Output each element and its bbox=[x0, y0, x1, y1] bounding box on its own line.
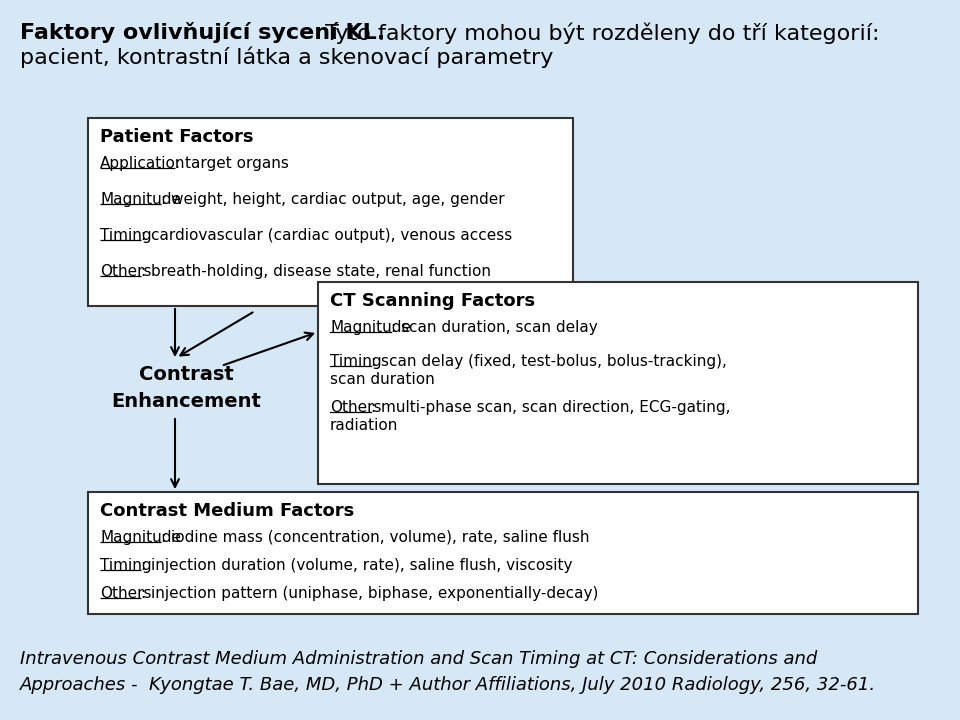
Text: Faktory ovlivňující sycení KL.: Faktory ovlivňující sycení KL. bbox=[20, 22, 385, 43]
Text: : iodine mass (concentration, volume), rate, saline flush: : iodine mass (concentration, volume), r… bbox=[161, 530, 589, 545]
Text: Timing: Timing bbox=[100, 228, 152, 243]
Text: Contrast Medium Factors: Contrast Medium Factors bbox=[100, 502, 354, 520]
Text: : scan delay (fixed, test-bolus, bolus-tracking),: : scan delay (fixed, test-bolus, bolus-t… bbox=[371, 354, 727, 369]
Text: Others: Others bbox=[100, 264, 152, 279]
Text: : weight, height, cardiac output, age, gender: : weight, height, cardiac output, age, g… bbox=[161, 192, 505, 207]
Text: Patient Factors: Patient Factors bbox=[100, 128, 253, 146]
Bar bbox=[88, 118, 573, 306]
Text: radiation: radiation bbox=[330, 418, 398, 433]
Text: Contrast
Enhancement: Contrast Enhancement bbox=[111, 365, 261, 410]
Text: CT Scanning Factors: CT Scanning Factors bbox=[330, 292, 535, 310]
Text: Magnitude: Magnitude bbox=[100, 192, 181, 207]
Text: : scan duration, scan delay: : scan duration, scan delay bbox=[392, 320, 598, 335]
Bar bbox=[88, 492, 918, 614]
Text: Approaches -  Kyongtae T. Bae, MD, PhD + Author Affiliations, July 2010 Radiolog: Approaches - Kyongtae T. Bae, MD, PhD + … bbox=[20, 676, 876, 694]
Text: Timing: Timing bbox=[100, 558, 152, 573]
Text: Application: Application bbox=[100, 156, 185, 171]
Text: pacient, kontrastní látka a skenovací parametry: pacient, kontrastní látka a skenovací pa… bbox=[20, 47, 553, 68]
Text: Magnitude: Magnitude bbox=[330, 320, 411, 335]
Text: scan duration: scan duration bbox=[330, 372, 435, 387]
Text: Timing: Timing bbox=[330, 354, 382, 369]
Text: Intravenous Contrast Medium Administration and Scan Timing at CT: Considerations: Intravenous Contrast Medium Administrati… bbox=[20, 650, 817, 668]
Text: : breath-holding, disease state, renal function: : breath-holding, disease state, renal f… bbox=[141, 264, 491, 279]
Bar bbox=[318, 282, 918, 484]
Text: : injection duration (volume, rate), saline flush, viscosity: : injection duration (volume, rate), sal… bbox=[141, 558, 572, 573]
Text: Tyto faktory mohou být rozděleny do tří kategorií:: Tyto faktory mohou být rozděleny do tří … bbox=[318, 22, 879, 43]
Text: : injection pattern (uniphase, biphase, exponentially-decay): : injection pattern (uniphase, biphase, … bbox=[141, 586, 598, 601]
Text: : cardiovascular (cardiac output), venous access: : cardiovascular (cardiac output), venou… bbox=[141, 228, 513, 243]
Text: Magnitude: Magnitude bbox=[100, 530, 181, 545]
Text: : multi-phase scan, scan direction, ECG-gating,: : multi-phase scan, scan direction, ECG-… bbox=[371, 400, 731, 415]
Text: Others: Others bbox=[100, 586, 152, 601]
Text: Others: Others bbox=[330, 400, 381, 415]
Text: : target organs: : target organs bbox=[175, 156, 289, 171]
